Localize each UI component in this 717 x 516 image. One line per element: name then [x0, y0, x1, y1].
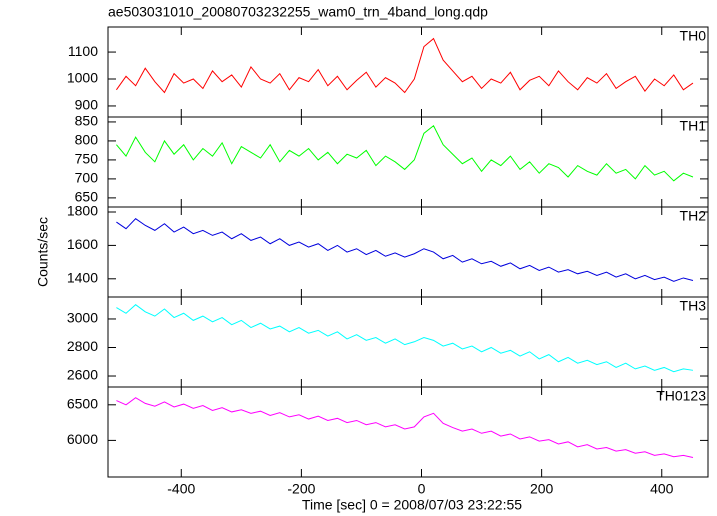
x-tick-label: 0 — [418, 481, 426, 497]
y-tick-label: 1600 — [67, 236, 98, 252]
panel-frame — [107, 26, 709, 118]
y-tick-label: 1400 — [67, 270, 98, 286]
panel-frame — [107, 296, 709, 388]
x-axis-label: Time [sec] 0 = 2008/07/03 23:22:55 — [302, 497, 522, 513]
x-tick-label: -200 — [287, 481, 315, 497]
light-curve — [116, 304, 694, 373]
y-tick-label: 800 — [75, 132, 99, 148]
y-tick-label: 2600 — [67, 367, 98, 383]
y-axis-label: Counts/sec — [35, 217, 51, 287]
x-tick-label: -400 — [167, 481, 195, 497]
y-tick-label: 6500 — [67, 396, 98, 412]
panel-frame — [107, 116, 709, 208]
y-tick-label: 3000 — [67, 310, 98, 326]
panel-label: TH0123 — [656, 388, 706, 404]
light-curve — [116, 124, 694, 182]
y-tick-label: 850 — [75, 113, 99, 129]
light-curve — [116, 397, 694, 458]
y-tick-label: 900 — [75, 97, 99, 113]
panel-label: TH1 — [680, 118, 707, 134]
light-curve — [116, 218, 694, 282]
panel-label: TH3 — [680, 298, 707, 314]
panel-label: TH2 — [680, 208, 707, 224]
light-curve — [116, 37, 694, 94]
y-tick-label: 6000 — [67, 431, 98, 447]
x-tick-label: 200 — [530, 481, 554, 497]
y-tick-label: 750 — [75, 151, 99, 167]
panel-frame — [107, 386, 709, 478]
panel-label: TH0 — [680, 28, 707, 44]
y-tick-label: 1100 — [68, 43, 98, 59]
y-tick-label: 700 — [75, 170, 99, 186]
chart-title: ae503031010_20080703232255_wam0_trn_4ban… — [108, 4, 488, 20]
y-tick-label: 1000 — [67, 70, 98, 86]
y-tick-label: 1800 — [67, 203, 98, 219]
y-tick-label: 650 — [75, 189, 99, 205]
x-tick-label: 400 — [650, 481, 674, 497]
panel-frame — [107, 206, 709, 298]
y-tick-label: 2800 — [67, 338, 98, 354]
